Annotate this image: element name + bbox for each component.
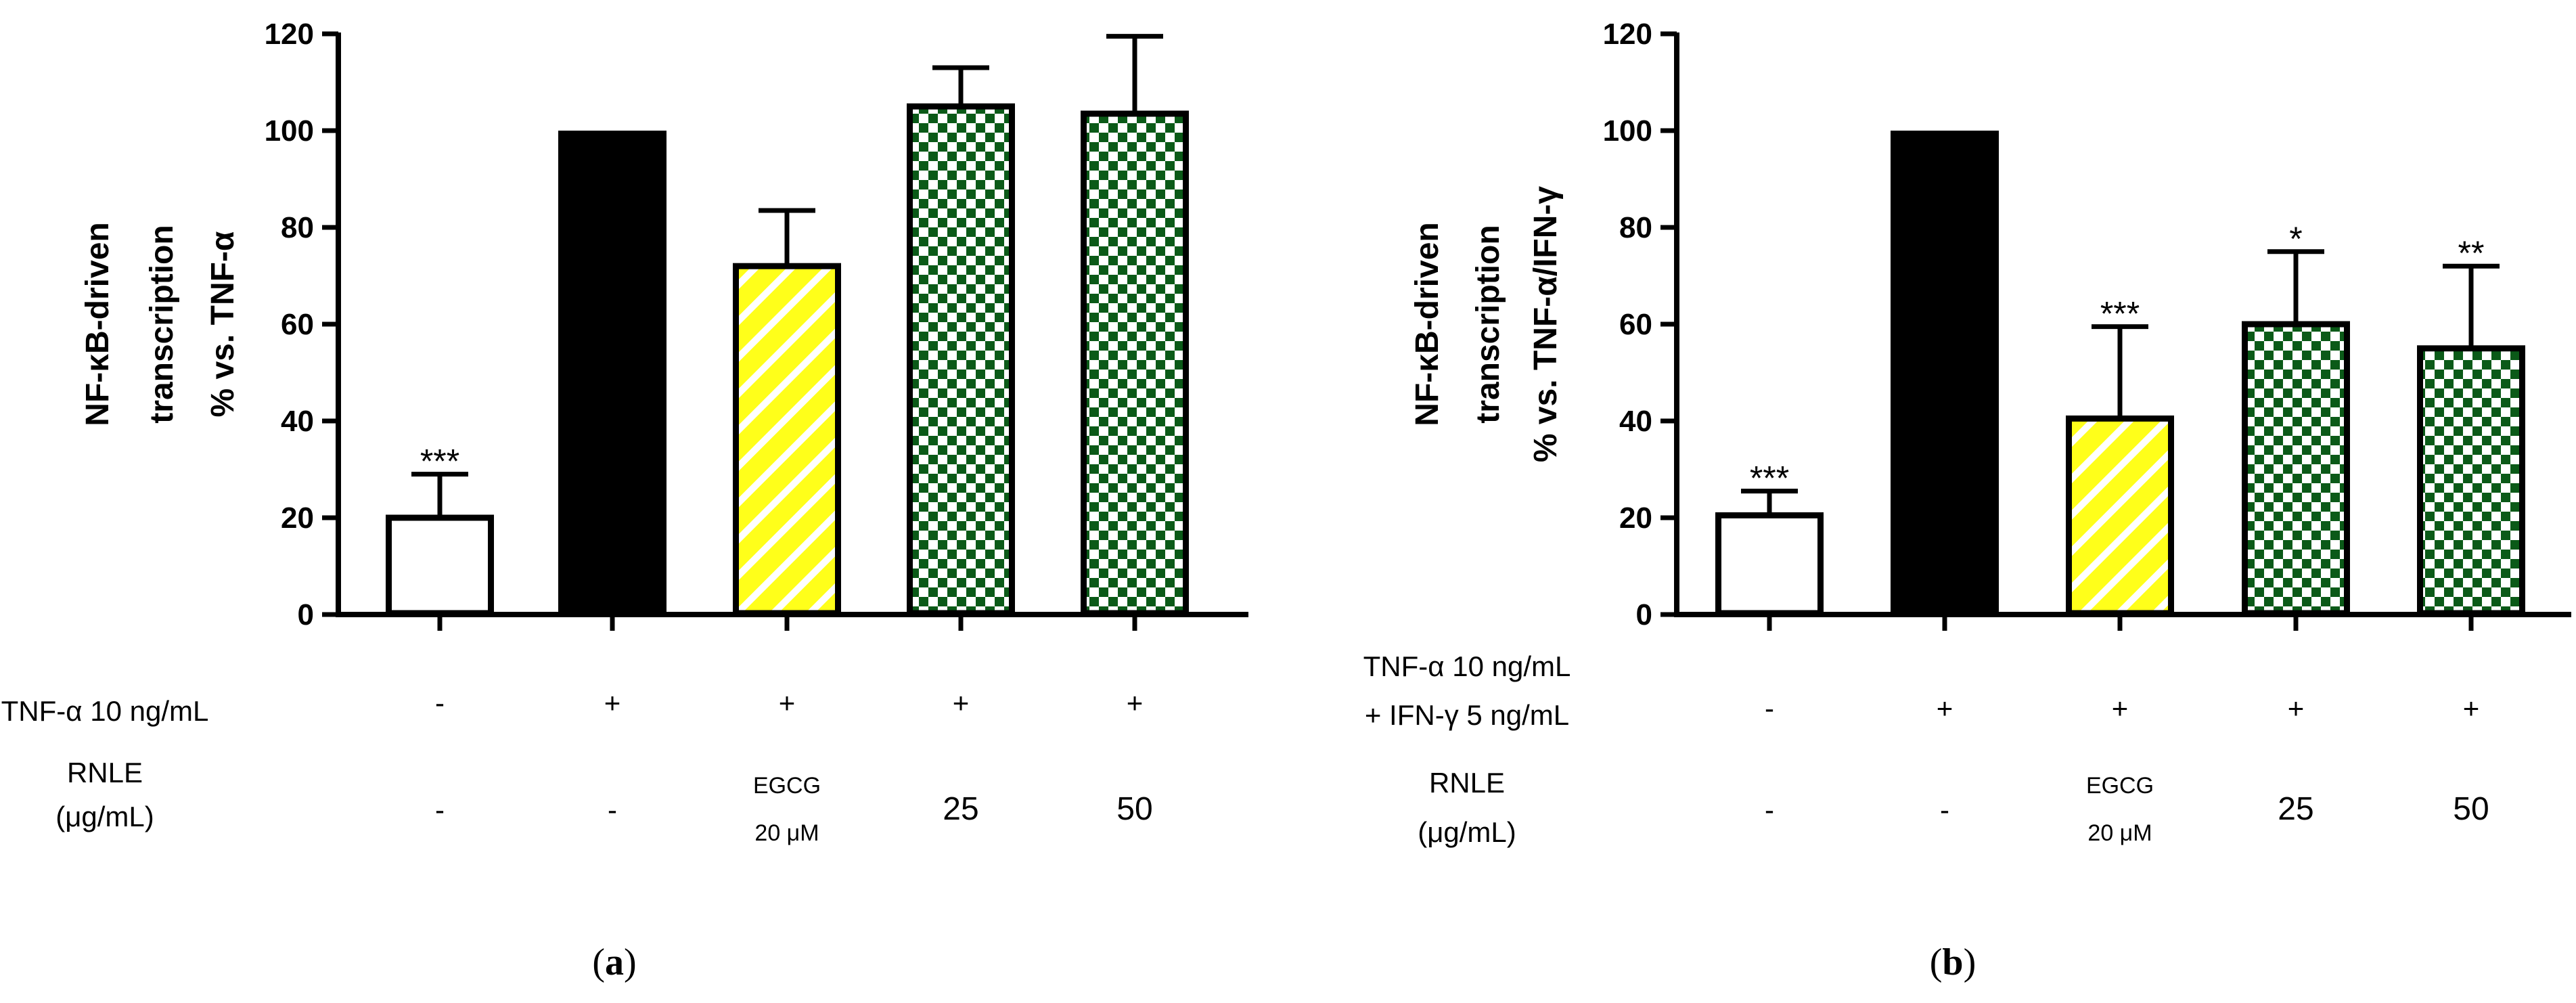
row-label-1: TNF-α 10 ng/mL <box>1363 650 1571 682</box>
y-tick-label: 60 <box>1619 308 1652 341</box>
bar <box>2066 415 2174 617</box>
condition-cell: + <box>779 687 796 719</box>
condition-cell: - <box>1940 794 1949 826</box>
y-tick-label: 120 <box>265 18 314 51</box>
condition-cell: 20 μM <box>2087 820 2152 846</box>
chart-panel-a: NF-κB-driven transcription % vs. TNF-α 0 20 4… <box>1 18 1248 846</box>
condition-cell: 50 <box>1116 791 1152 827</box>
bar <box>2242 321 2350 617</box>
condition-cell: - <box>1765 794 1774 826</box>
condition-cell: EGCG <box>2086 773 2154 799</box>
significance-label: *** <box>1750 460 1789 497</box>
y-tick-label: 0 <box>1636 598 1652 631</box>
panel-a-letter: a <box>605 941 624 983</box>
y-axis-label-line-1: NF-κB-driven <box>80 222 116 426</box>
row-label-2: RNLE <box>1429 767 1505 799</box>
chart-panel-b: NF-κB-driven transcription % vs. TNF-α/IFN… <box>1363 18 2571 848</box>
y-axis-label-line-3: % vs. TNF-α/IFN-γ <box>1528 186 1564 463</box>
significance-label: * <box>2289 220 2302 258</box>
condition-cell: + <box>1127 687 1144 719</box>
condition-cell: - <box>435 687 445 719</box>
significance-label: *** <box>2100 295 2140 333</box>
y-tick-label: 120 <box>1603 18 1652 51</box>
condition-cell: + <box>2112 692 2129 724</box>
y-axis-label-line-2: transcription <box>1470 225 1506 423</box>
bar <box>386 514 494 617</box>
y-tick-label: 0 <box>298 598 314 631</box>
y-tick-label: 80 <box>1619 211 1652 244</box>
row-label-2: RNLE <box>67 757 143 788</box>
significance-label: *** <box>420 443 459 481</box>
bar <box>1081 110 1189 617</box>
row-label-1: TNF-α 10 ng/mL <box>1 695 209 727</box>
y-tick-label: 40 <box>281 405 314 438</box>
condition-cell: + <box>953 687 970 719</box>
condition-cell: 25 <box>2278 791 2313 827</box>
bar <box>733 263 841 617</box>
y-tick-label: 100 <box>265 114 314 148</box>
panel-b-caption: (b) <box>1930 941 1976 983</box>
condition-cell: EGCG <box>753 773 821 799</box>
condition-cell: - <box>608 794 617 826</box>
bar <box>1891 131 1999 613</box>
y-axis-label-line-3: % vs. TNF-α <box>205 231 241 417</box>
condition-cell: 25 <box>943 791 978 827</box>
row-label-2: (μg/mL) <box>1418 816 1516 848</box>
y-tick-label: 60 <box>281 308 314 341</box>
condition-cell: + <box>1937 692 1953 724</box>
y-tick-label: 20 <box>1619 502 1652 535</box>
condition-cell: - <box>435 794 445 826</box>
condition-cell: 50 <box>2453 791 2489 827</box>
condition-cell: + <box>2463 692 2480 724</box>
panel-b-letter: b <box>1942 941 1963 983</box>
condition-cell: + <box>2288 692 2305 724</box>
bar <box>907 103 1015 617</box>
bar <box>558 131 666 613</box>
panel-a-caption: (a) <box>592 941 636 983</box>
bar <box>1715 512 1824 617</box>
row-label-1: + IFN-γ 5 ng/mL <box>1365 699 1569 731</box>
y-tick-label: 40 <box>1619 405 1652 438</box>
y-tick-label: 80 <box>281 211 314 244</box>
condition-cell: 20 μM <box>754 820 819 846</box>
significance-label: ** <box>2458 234 2485 272</box>
bar <box>2417 345 2525 617</box>
row-label-2: (μg/mL) <box>55 801 154 832</box>
y-tick-label: 100 <box>1603 114 1652 148</box>
y-axis-label-line-2: transcription <box>144 225 180 423</box>
y-tick-label: 20 <box>281 502 314 535</box>
condition-cell: - <box>1765 692 1774 724</box>
condition-cell: + <box>604 687 621 719</box>
y-axis-label-line-1: NF-κB-driven <box>1409 222 1445 426</box>
